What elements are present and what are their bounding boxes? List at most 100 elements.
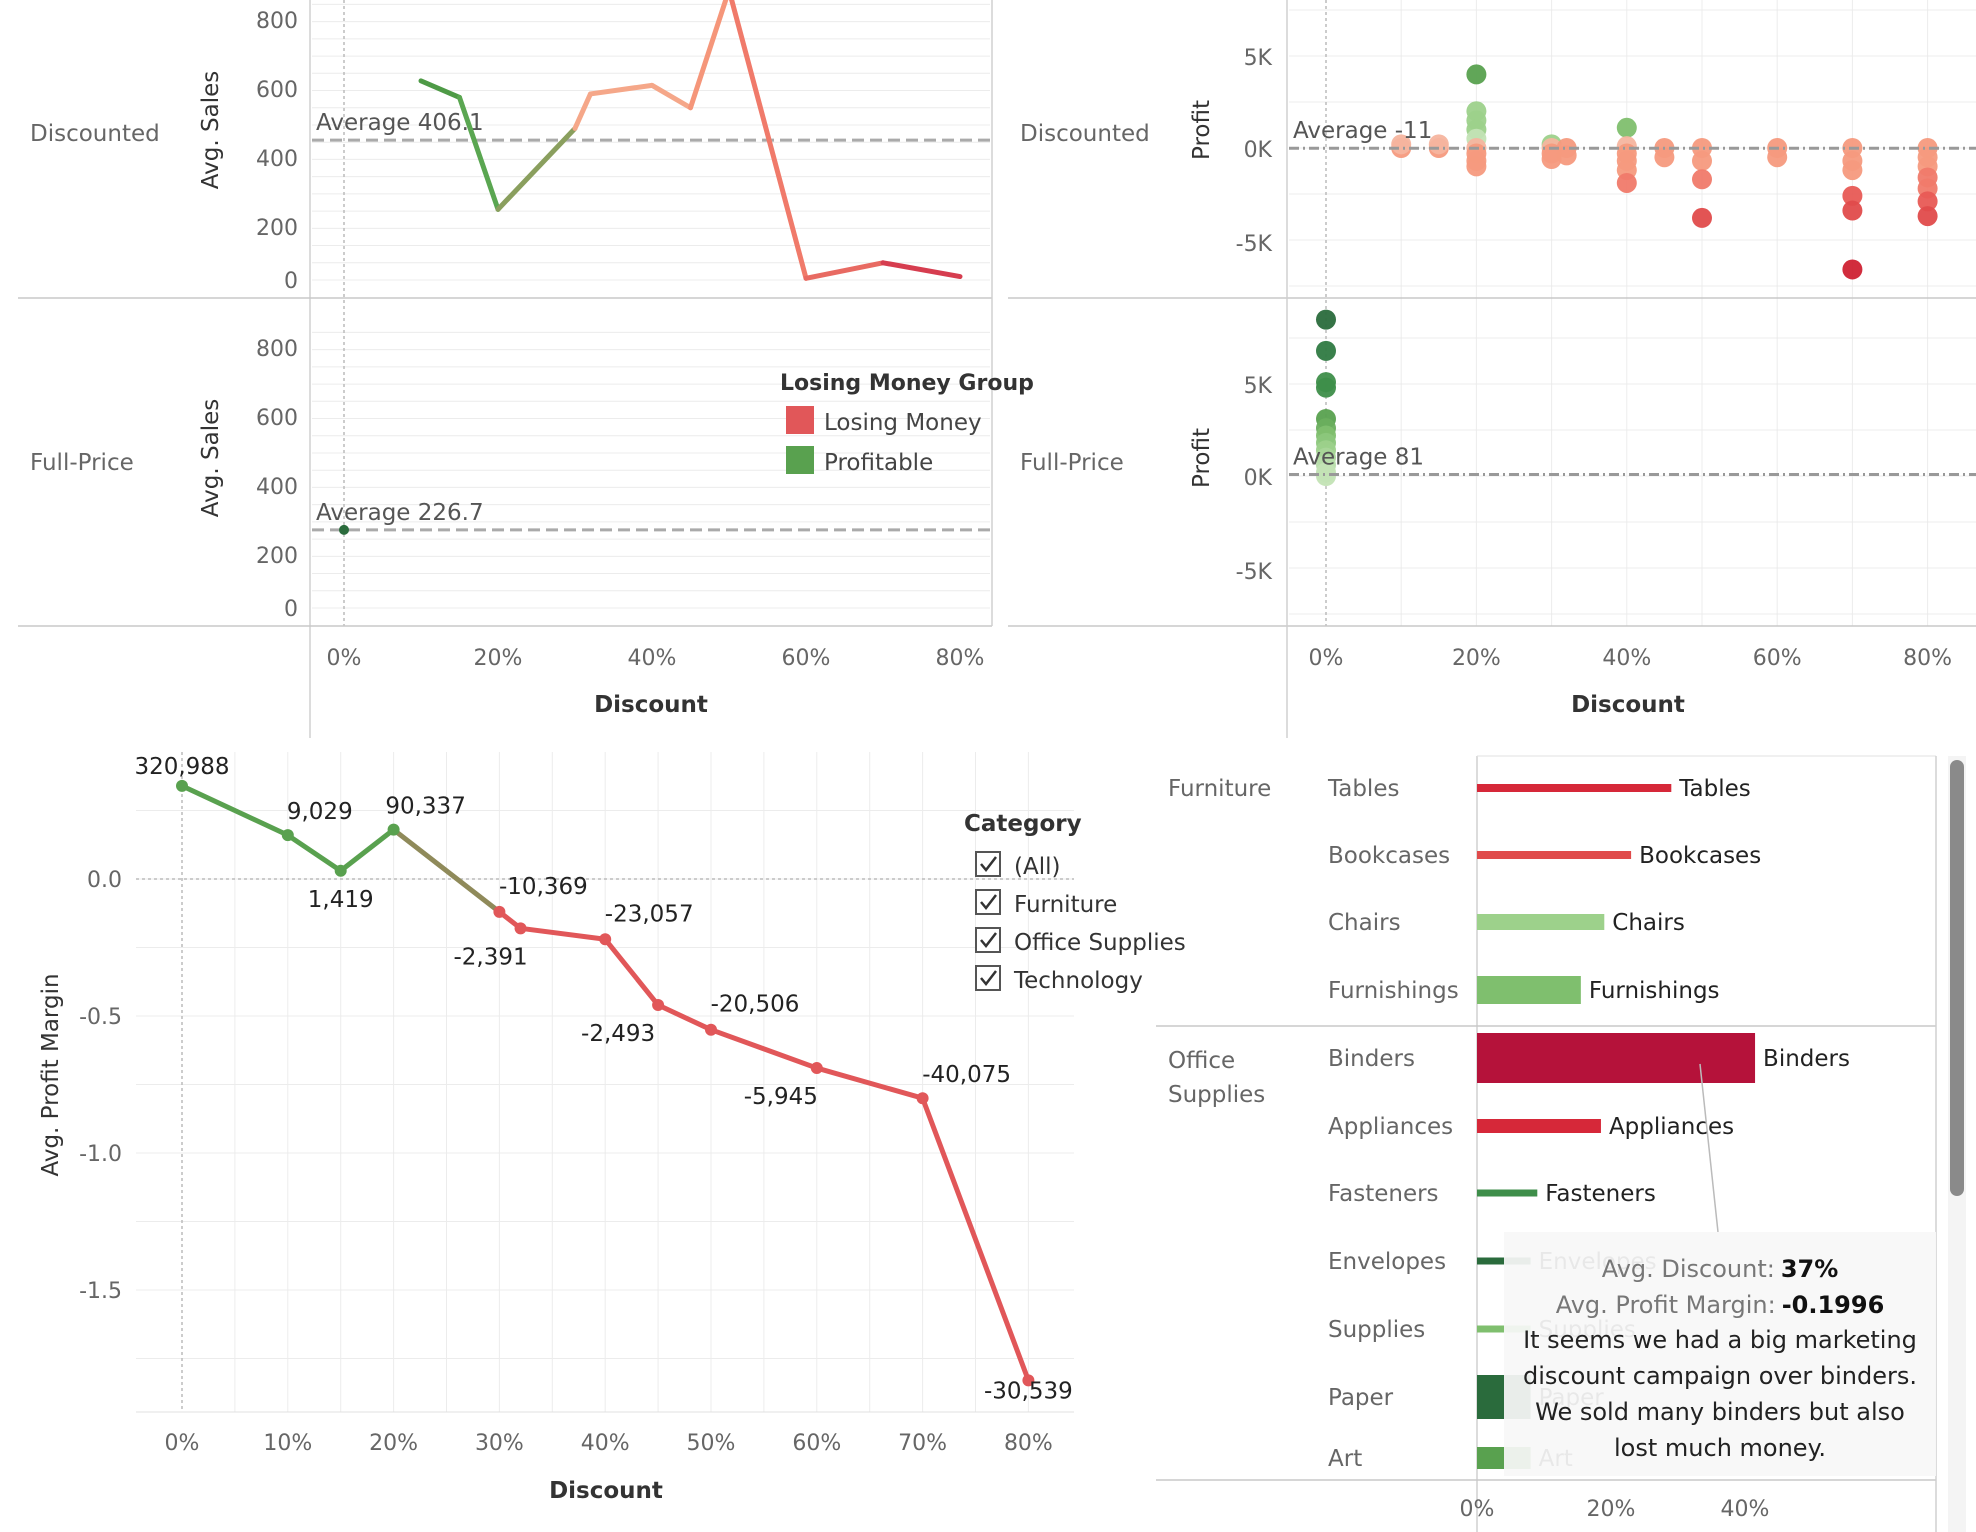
legend-title: Losing Money Group [780,371,1034,396]
subcategory-label: Envelopes [1328,1249,1446,1275]
average-label: Average 406.1 [316,110,484,136]
profit-reference-lines: Average -11 Average 81 [1289,118,1976,477]
bar-data-label: Chairs [1612,910,1685,936]
category-filter-office-supplies[interactable]: Office Supplies [975,927,1186,956]
profit-dot [1316,309,1336,330]
sales-line-segment [880,260,963,280]
x-axis-title-profit: Discount [1571,692,1685,718]
margin-point [387,823,400,836]
category-filter-all[interactable]: (All) [975,851,1060,880]
legend-item-losing-money[interactable]: Losing Money [786,406,982,436]
average-label: Average 226.7 [316,500,484,526]
category-filter-legend: Category (All) Furniture Office Supplies Te… [964,811,1186,994]
checkbox[interactable] [975,927,1001,953]
subcategory-label: Tables [1327,776,1399,802]
y-tick: 600 [256,406,298,431]
margin-line-segment [708,1027,820,1071]
profit-dot [1842,259,1863,280]
group-label-supplies: Supplies [1168,1082,1265,1108]
profit-dot [1767,147,1788,168]
profit-margin-data-labels: 320,988 9,029 1,419 90,337 -10,369 -2,391 -23,… [134,754,1072,1405]
profit-dot [1692,150,1712,171]
x-tick: 50% [687,1431,736,1456]
tooltip-message-line: discount campaign over binders. [1523,1362,1917,1390]
y-axis-title-sales-top: Avg. Sales [198,71,224,189]
margin-data-label: -2,391 [453,944,527,970]
y-tick: -5K [1236,560,1273,585]
scrollbar-thumb[interactable] [1950,760,1964,1196]
checkbox[interactable] [975,965,1001,991]
tooltip-message-line: lost much money. [1614,1434,1826,1462]
y-tick: 0K [1244,138,1273,163]
subcategory-bar [1477,1325,1531,1333]
margin-data-label: 320,988 [134,754,229,780]
bar-data-label: Fasteners [1545,1181,1656,1207]
profit-dot [1654,147,1675,168]
checkbox[interactable] [975,889,1001,915]
category-label: (All) [1014,854,1060,880]
y-tick: -1.5 [79,1279,122,1304]
profit-dot [1917,191,1938,212]
y-tick: 400 [256,475,298,500]
y-tick: -5K [1236,232,1273,257]
subcategory-label: Fasteners [1328,1181,1439,1207]
profit-dot [1842,200,1863,221]
sales-line-segment [649,82,693,111]
profit-dot [1556,145,1577,166]
legend-swatch-profitable [786,446,814,474]
margin-point [916,1092,929,1105]
x-tick: 10% [263,1431,312,1456]
bar-data-label: Appliances [1609,1114,1734,1140]
subcategory-bar [1477,851,1632,859]
tooltip-avg-margin: Avg. Profit Margin: -0.1996 [1556,1291,1885,1319]
margin-point [514,922,527,935]
x-tick: 60% [1753,646,1802,671]
row-label-full-price: Full-Price [30,450,134,476]
average-label: Average -11 [1293,118,1432,144]
bar-data-label: Furnishings [1589,978,1720,1004]
legend-item-profitable[interactable]: Profitable [786,446,933,476]
subcategory-bar [1477,1257,1531,1265]
margin-point [810,1062,823,1075]
x-tick: 80% [1004,1431,1053,1456]
subcategory-bar [1477,976,1581,1004]
margin-point [334,864,347,877]
margin-point [281,829,294,842]
check-icon [980,856,997,872]
x-tick: 20% [369,1431,418,1456]
margin-data-label: 90,337 [385,794,465,820]
y-tick: 0 [284,597,298,622]
y-tick: 800 [256,9,298,34]
losing-money-legend: Losing Money Group Losing Money Profitab… [780,371,1034,476]
x-tick: 40% [1721,1497,1770,1522]
margin-point [599,933,612,946]
profit-dot [1692,207,1712,228]
sales-line-segment [572,91,593,131]
group-label-furniture: Furniture [1168,776,1271,802]
x-tick: 0% [327,646,362,671]
profit-dot [1541,149,1562,170]
y-axis-title-margin: Avg. Profit Margin [38,973,64,1176]
profit-gridlines [1289,0,1976,626]
profit-dot [1466,64,1487,85]
margin-line-segment [338,827,397,874]
check-icon [980,932,997,948]
tooltip-pointer [1699,1063,1719,1233]
profit-dot [1316,377,1336,398]
tooltip-box [1504,1232,1936,1476]
category-label: Technology [1013,968,1143,994]
y-tick: 5K [1244,374,1273,399]
row-label-full-price: Full-Price [1020,450,1124,476]
profit-dot [1842,185,1863,206]
scrollbar[interactable] [1948,756,1966,1532]
checkbox[interactable] [975,851,1001,877]
x-tick: 0% [165,1431,200,1456]
sales-line-segment [688,0,729,111]
subcategory-bar [1477,1189,1538,1197]
category-filter-furniture[interactable]: Furniture [975,889,1117,918]
category-filter-technology[interactable]: Technology [975,965,1143,994]
y-axis-title-profit-bottom: Profit [1189,428,1215,488]
category-legend-title: Category [964,811,1082,837]
y-tick: 600 [256,78,298,103]
subcategory-bar [1477,784,1672,792]
